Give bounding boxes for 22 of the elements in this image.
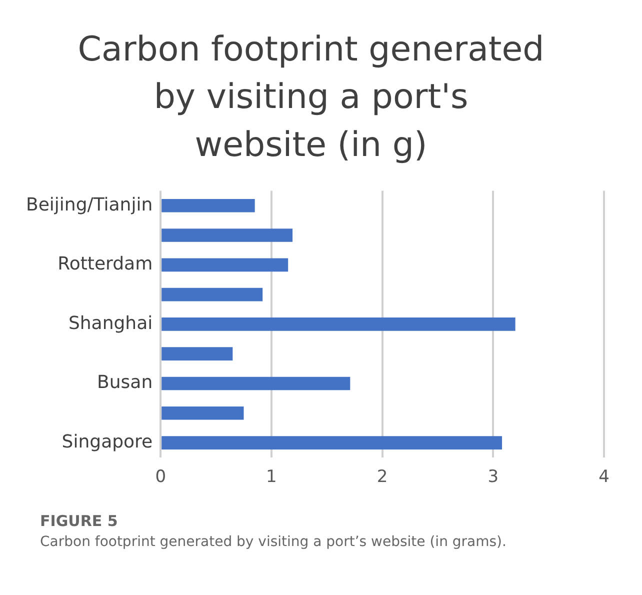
bar: [162, 258, 288, 272]
x-tick-label: 1: [266, 467, 277, 488]
bar: [162, 198, 255, 212]
chart-title: Carbon footprint generated by visiting a port's website (in g): [78, 30, 544, 165]
bar: [162, 376, 350, 390]
text: Carbon footprint generated by visiting a port’s website (in grams).: [40, 534, 508, 550]
y-tick-label: Beijing/Tianjin: [26, 194, 153, 216]
y-tick-label: Singapore: [62, 431, 153, 452]
bar: [162, 436, 502, 450]
y-tick-label: Rotterdam: [58, 254, 153, 275]
y-tick-label: Shanghai: [68, 312, 153, 334]
x-tick-label: 4: [598, 467, 610, 488]
bar: [162, 288, 263, 302]
x-tick-label: 0: [155, 467, 166, 488]
caption: FIGURE 5: [40, 512, 119, 530]
bar: [162, 228, 293, 242]
bar: [162, 406, 244, 420]
bar: [162, 347, 233, 361]
x-tick-label: 2: [376, 467, 388, 488]
y-tick-label: Busan: [97, 372, 153, 394]
x-tick-label: 3: [488, 467, 499, 488]
bar: [162, 318, 516, 331]
